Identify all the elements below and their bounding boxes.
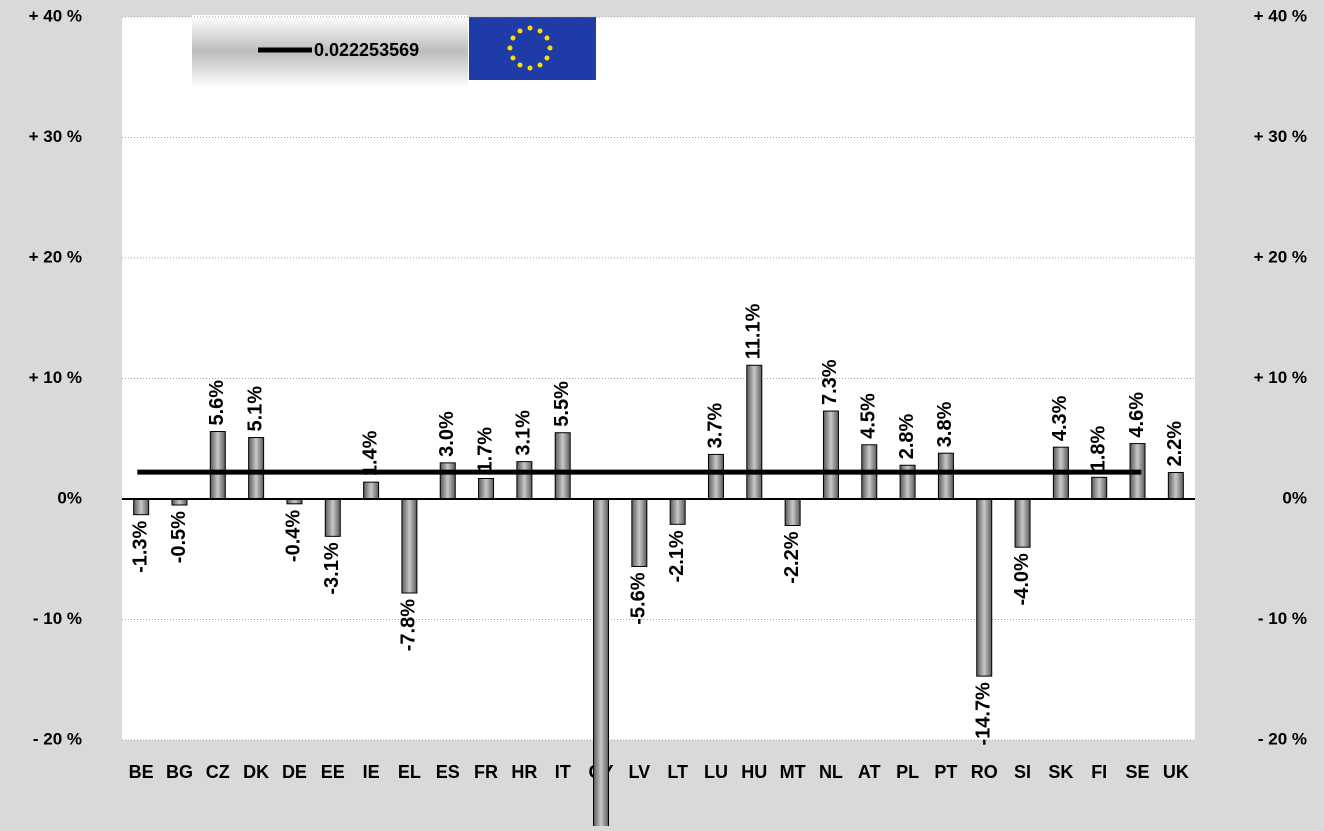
x-tick-label: SK (1048, 762, 1073, 782)
value-label: 7.3% (819, 359, 841, 405)
x-tick-label: IE (363, 762, 380, 782)
x-tick-label: AT (858, 762, 881, 782)
flag-field (469, 17, 596, 80)
legend-box (192, 15, 468, 88)
value-label: 3.8% (934, 401, 956, 447)
value-label: 1.8% (1087, 426, 1109, 472)
value-label: 5.6% (206, 380, 228, 426)
value-label: -5.6% (628, 572, 650, 624)
bar (209, 431, 226, 500)
bar (669, 498, 686, 525)
y2-tick-label: - 20 % (1258, 729, 1307, 748)
x-tick-label: RO (971, 762, 998, 782)
x-tick-label: HR (511, 762, 537, 782)
y2-tick-label: 0% (1282, 488, 1307, 507)
x-tick-label: EL (398, 762, 421, 782)
x-tick-label: UK (1163, 762, 1189, 782)
value-label: 3.7% (704, 403, 726, 449)
x-tick-label: PT (934, 762, 957, 782)
value-label: 1.7% (474, 427, 496, 473)
bar (937, 452, 954, 500)
y2-tick-label: + 40 % (1254, 6, 1307, 25)
x-tick-label: LV (629, 762, 651, 782)
x-tick-label: LT (667, 762, 688, 782)
bar (324, 498, 341, 537)
bar (133, 498, 150, 516)
y2-tick-label: + 30 % (1254, 127, 1307, 146)
legend: 0.022253569 (192, 15, 468, 88)
bar (593, 498, 610, 828)
bar (516, 461, 533, 500)
value-label: 4.6% (1126, 392, 1148, 438)
value-label: -1.3% (129, 520, 151, 572)
y-tick-label: - 10 % (33, 609, 82, 628)
bar (363, 481, 380, 500)
x-tick-label: CZ (206, 762, 230, 782)
value-label: 5.1% (244, 386, 266, 432)
x-tick-label: LU (704, 762, 728, 782)
bar (248, 437, 265, 500)
value-label: 4.5% (858, 393, 880, 439)
x-tick-label: PL (896, 762, 919, 782)
bar (822, 410, 839, 500)
y-tick-label: - 20 % (33, 729, 82, 748)
x-tick-label: SI (1014, 762, 1031, 782)
bar (1167, 471, 1184, 500)
y-tick-label: + 10 % (29, 368, 82, 387)
eu-flag (469, 17, 596, 80)
bar (478, 478, 495, 500)
value-label: -0.4% (283, 510, 305, 562)
value-label: 5.5% (551, 381, 573, 427)
value-label: -7.8% (398, 599, 420, 651)
value-label: 1.4% (359, 430, 381, 476)
x-tick-label: NL (819, 762, 843, 782)
x-tick-label: EE (321, 762, 345, 782)
y-tick-label: + 30 % (29, 127, 82, 146)
bar (707, 453, 724, 500)
bar (401, 498, 418, 594)
value-label: 3.0% (436, 411, 458, 457)
x-tick-label: BE (129, 762, 154, 782)
value-label: -0.5% (168, 511, 190, 563)
flag-stars (507, 25, 553, 71)
x-tick-label: DE (282, 762, 307, 782)
y2-tick-label: + 10 % (1254, 368, 1307, 387)
value-label: 3.1% (513, 410, 535, 456)
y-tick-label: + 40 % (29, 6, 82, 25)
value-label: -2.2% (781, 531, 803, 583)
bar (554, 432, 571, 500)
value-label: 11.1% (743, 303, 765, 359)
value-label: 4.3% (1049, 395, 1071, 441)
y-tick-label: + 20 % (29, 247, 82, 266)
bar (784, 498, 801, 527)
y-tick-label: 0% (57, 488, 82, 507)
x-tick-label: FI (1091, 762, 1107, 782)
x-tick-label: SE (1126, 762, 1150, 782)
bar (1091, 476, 1108, 500)
x-tick-label: HU (741, 762, 767, 782)
value-label: -4.0% (1011, 553, 1033, 605)
value-label: -14.7% (973, 682, 995, 746)
bar (631, 498, 648, 567)
y2-tick-label: + 20 % (1254, 247, 1307, 266)
x-tick-label: ES (436, 762, 460, 782)
bar (1014, 498, 1031, 548)
value-label: 2.2% (1164, 421, 1186, 467)
bar (439, 462, 456, 500)
value-label: -2.1% (666, 530, 688, 582)
value-label: 2.8% (896, 413, 918, 459)
bar (976, 498, 993, 677)
x-tick-label: DK (243, 762, 269, 782)
legend-label: 0.022253569 (314, 40, 419, 60)
y2-tick-label: - 10 % (1258, 609, 1307, 628)
x-tick-label: BG (166, 762, 193, 782)
x-tick-label: IT (555, 762, 571, 782)
value-label: -3.1% (321, 542, 343, 594)
x-tick-label: MT (780, 762, 806, 782)
x-tick-label: FR (474, 762, 498, 782)
bar (746, 364, 763, 500)
